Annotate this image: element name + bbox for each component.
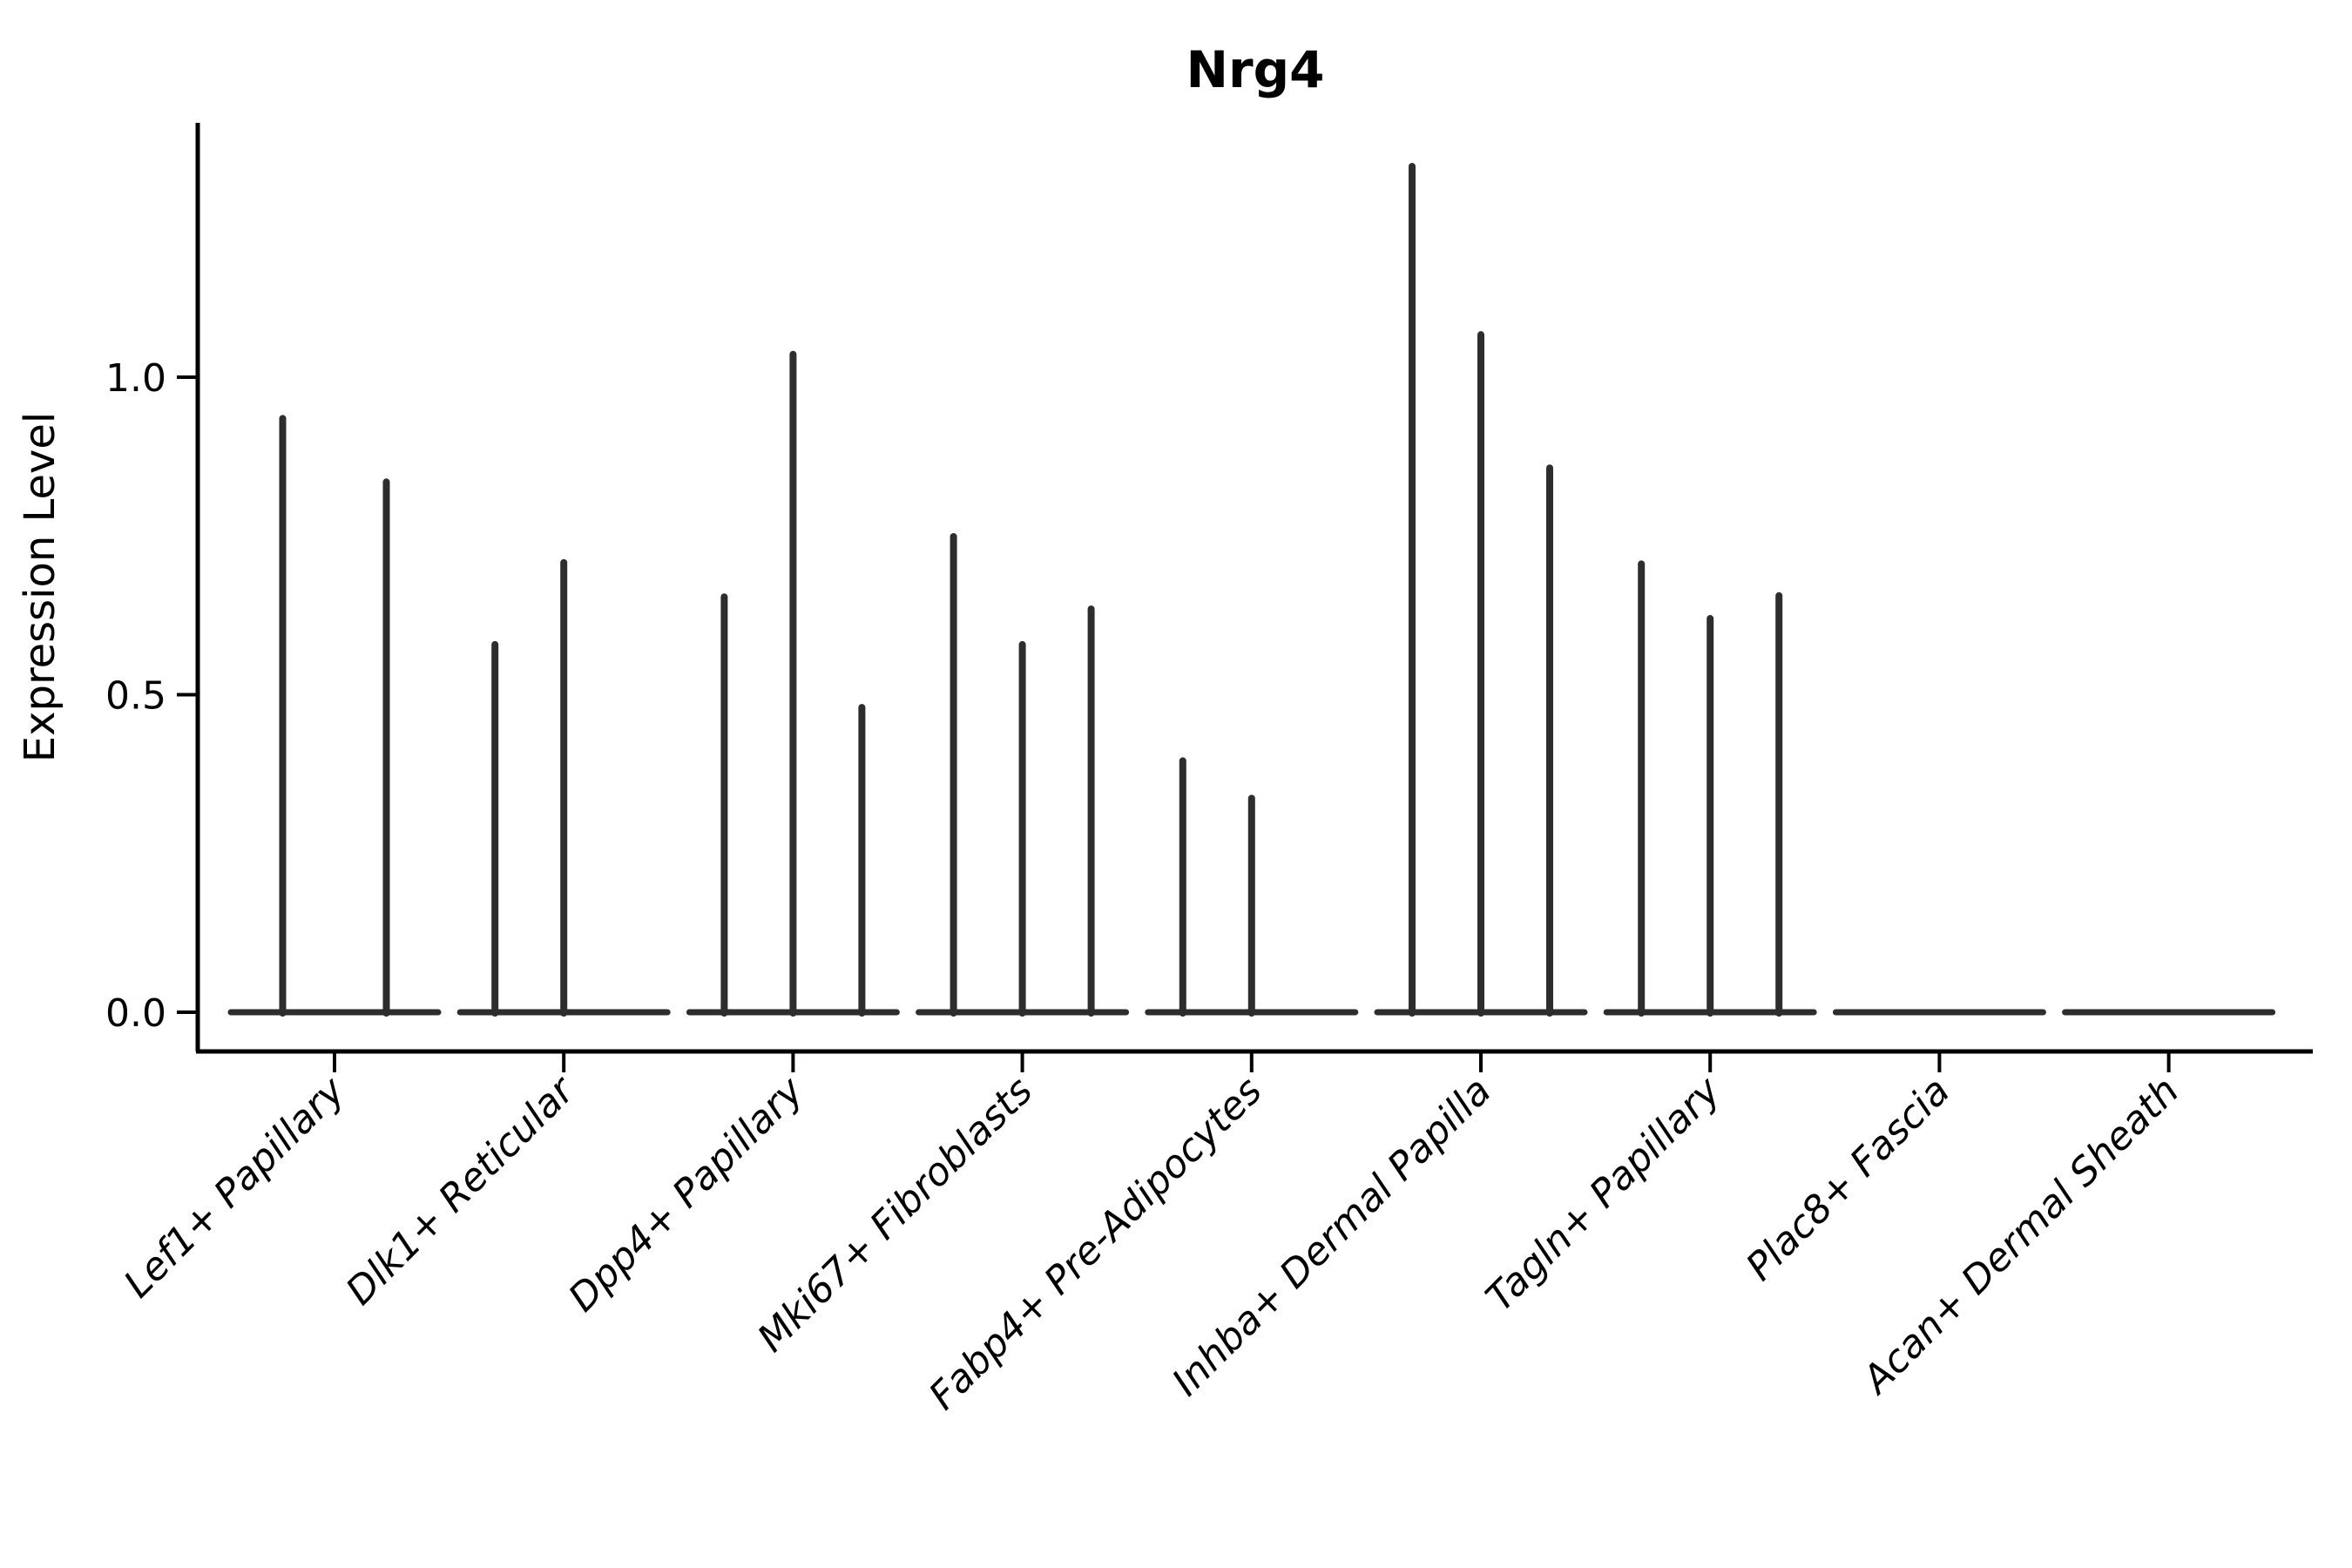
- violin-group: [1145, 757, 1359, 1017]
- violins-layer: [227, 162, 2276, 1017]
- y-axis-label: Expression Level: [16, 412, 64, 763]
- violin-group: [456, 558, 671, 1017]
- x-tick-label: Plac8+ Fascia: [1738, 1069, 1958, 1289]
- y-tick-label: 0.0: [105, 991, 166, 1036]
- violin-group: [1374, 162, 1588, 1017]
- x-tick-label: Tagln+ Papillary: [1477, 1068, 1729, 1320]
- violin-group: [1603, 560, 1817, 1017]
- violin-group: [916, 532, 1130, 1017]
- axes-layer: [177, 123, 2313, 1072]
- x-tick-label: Lef1+ Papillary: [116, 1068, 355, 1307]
- violin-group: [686, 350, 900, 1017]
- x-tick-label: Dpp4+ Papillary: [560, 1068, 813, 1321]
- y-tick-label: 0.5: [105, 673, 166, 718]
- violin-group: [227, 415, 442, 1017]
- y-tick-label: 1.0: [105, 356, 166, 401]
- chart-title: Nrg4: [1186, 40, 1324, 99]
- x-tick-label: Dlk1+ Reticular: [338, 1067, 585, 1314]
